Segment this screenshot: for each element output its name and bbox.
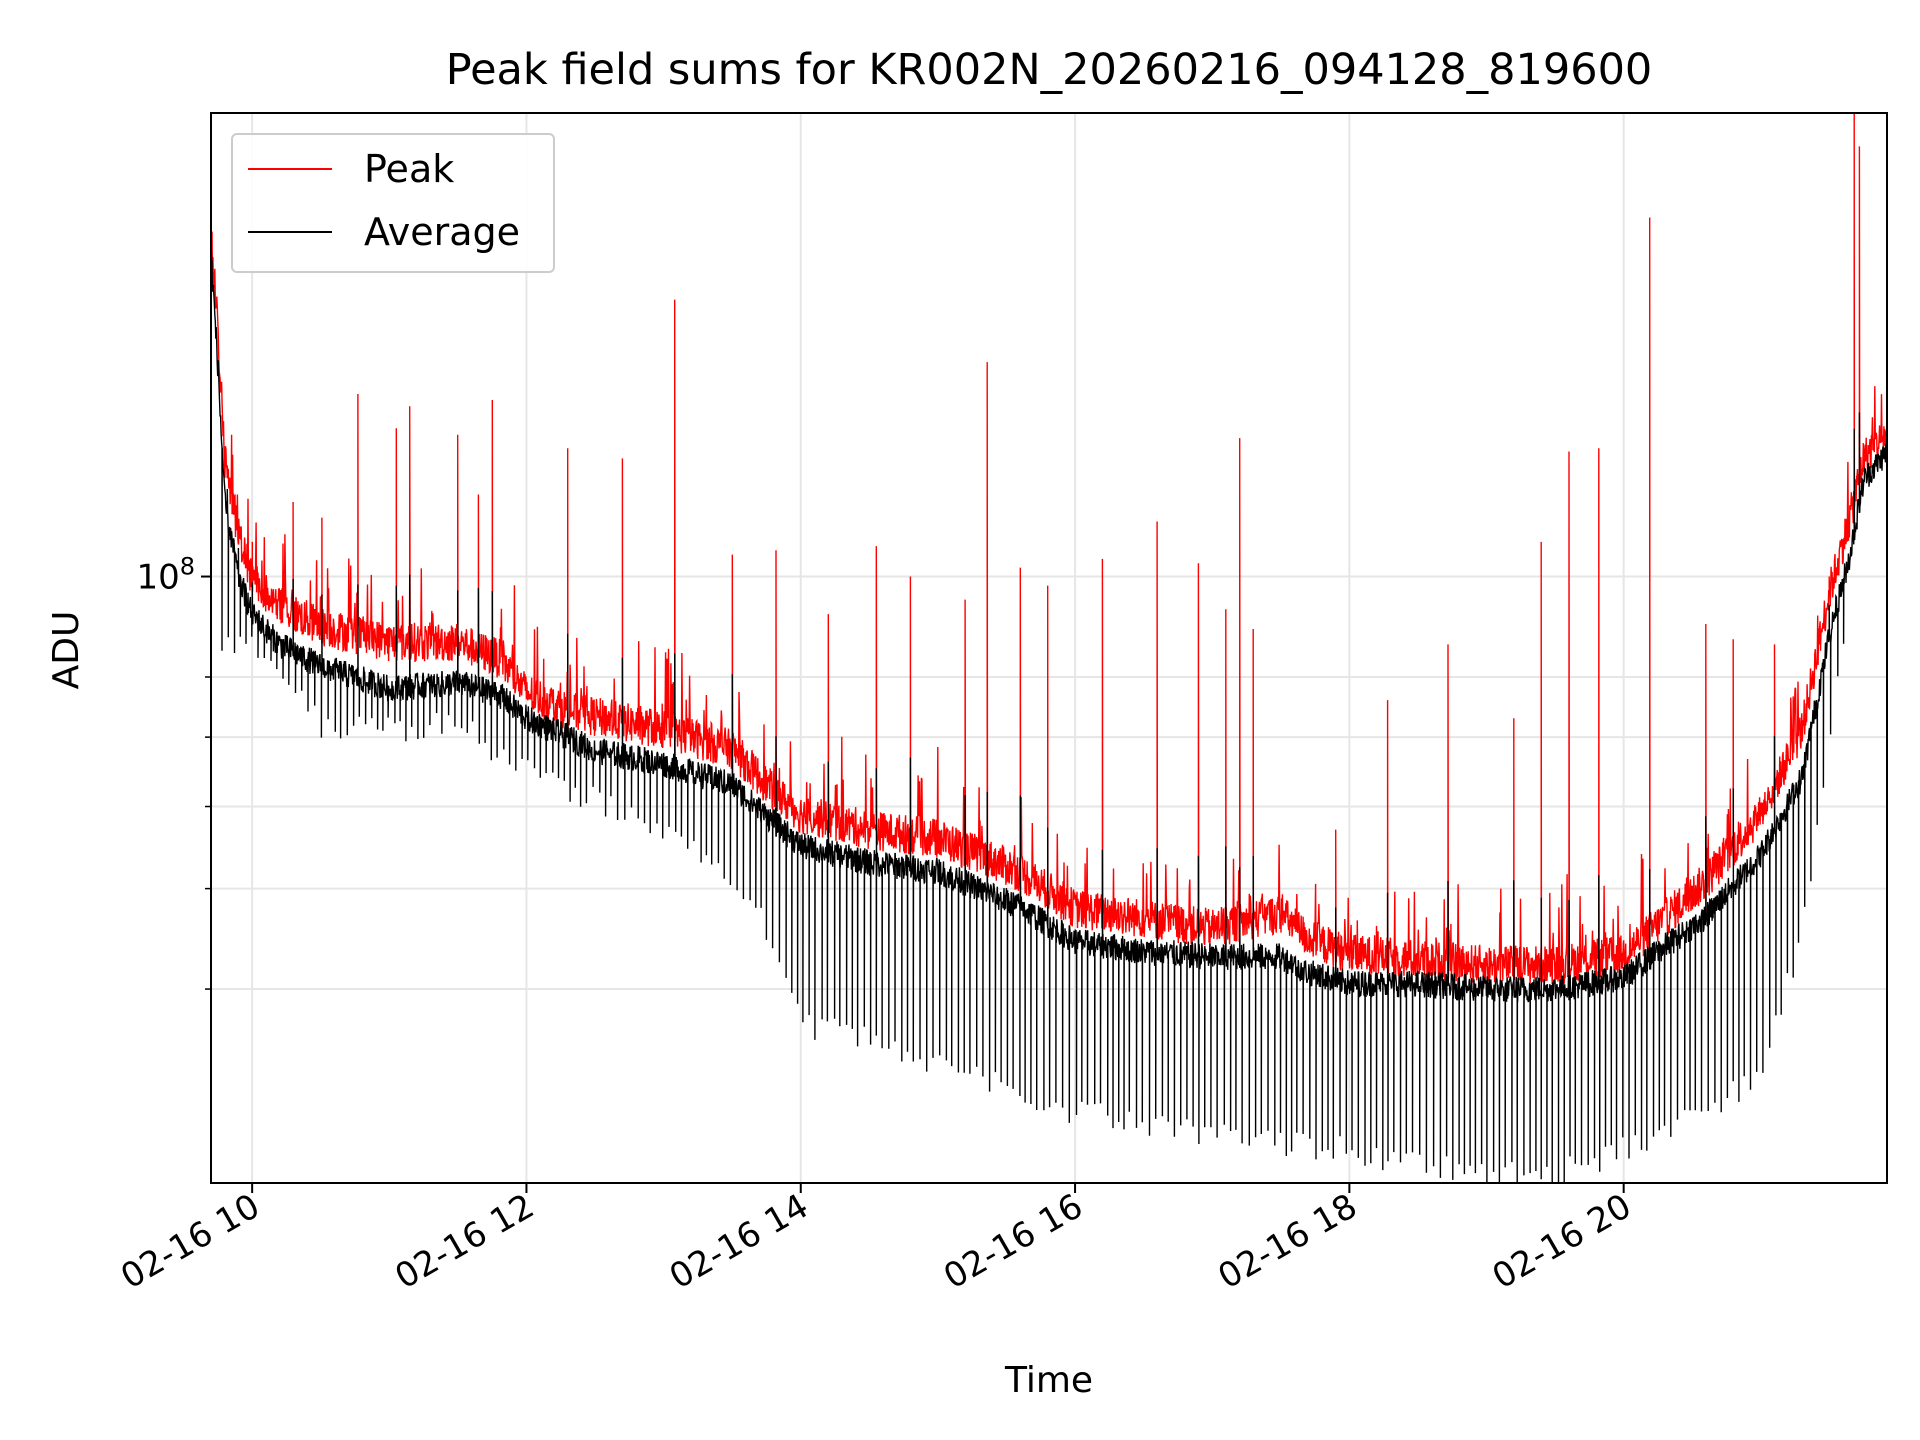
chart-title: Peak field sums for KR002N_20260216_0941… xyxy=(446,45,1653,95)
series-average-line xyxy=(211,244,1887,1183)
legend: Peak Average xyxy=(231,133,555,273)
series-peak-line xyxy=(211,113,1887,986)
grid xyxy=(211,113,1887,1183)
y-axis-label: ADU xyxy=(46,611,87,690)
legend-average-label: Average xyxy=(364,210,520,254)
x-axis-label: Time xyxy=(1004,1360,1093,1401)
y-tick-label-0: 108 xyxy=(136,553,195,598)
plot-frame xyxy=(210,112,1888,1184)
legend-peak-label: Peak xyxy=(364,147,454,191)
series-lines xyxy=(211,113,1887,1183)
